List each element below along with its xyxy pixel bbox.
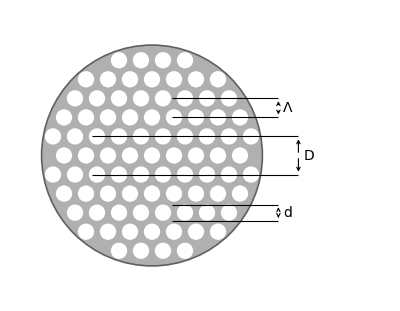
Circle shape [166, 224, 182, 240]
Circle shape [221, 205, 237, 221]
Circle shape [177, 243, 193, 259]
Circle shape [144, 224, 160, 240]
Circle shape [89, 90, 105, 106]
Text: Λ: Λ [283, 101, 293, 115]
Circle shape [89, 205, 105, 221]
Circle shape [199, 166, 215, 183]
Circle shape [232, 109, 248, 126]
Circle shape [155, 205, 171, 221]
Circle shape [199, 128, 215, 145]
Circle shape [133, 128, 149, 145]
Circle shape [166, 185, 182, 202]
Circle shape [45, 166, 61, 183]
Circle shape [210, 147, 226, 164]
Circle shape [221, 90, 237, 106]
Circle shape [144, 185, 160, 202]
Circle shape [100, 185, 116, 202]
Circle shape [221, 128, 237, 145]
Circle shape [188, 147, 204, 164]
Circle shape [199, 90, 215, 106]
Circle shape [111, 90, 127, 106]
Circle shape [111, 128, 127, 145]
Circle shape [100, 224, 116, 240]
Circle shape [243, 166, 259, 183]
Circle shape [133, 243, 149, 259]
Text: d: d [283, 206, 292, 220]
Circle shape [155, 128, 171, 145]
Circle shape [177, 166, 193, 183]
Circle shape [111, 205, 127, 221]
Circle shape [133, 90, 149, 106]
Circle shape [155, 166, 171, 183]
Circle shape [122, 147, 138, 164]
Circle shape [122, 71, 138, 87]
Circle shape [210, 224, 226, 240]
Circle shape [177, 52, 193, 68]
Circle shape [210, 71, 226, 87]
Circle shape [56, 147, 72, 164]
Circle shape [144, 109, 160, 126]
Circle shape [144, 147, 160, 164]
Circle shape [78, 109, 94, 126]
Circle shape [210, 185, 226, 202]
Circle shape [89, 166, 105, 183]
Circle shape [177, 205, 193, 221]
Circle shape [188, 109, 204, 126]
Circle shape [67, 205, 83, 221]
Circle shape [188, 224, 204, 240]
Circle shape [122, 109, 138, 126]
Circle shape [166, 147, 182, 164]
Circle shape [133, 166, 149, 183]
Circle shape [78, 185, 94, 202]
Circle shape [45, 128, 61, 145]
Circle shape [232, 147, 248, 164]
Circle shape [177, 90, 193, 106]
Circle shape [67, 90, 83, 106]
Circle shape [100, 147, 116, 164]
Circle shape [155, 52, 171, 68]
Circle shape [111, 166, 127, 183]
Circle shape [111, 52, 127, 68]
Circle shape [67, 166, 83, 183]
Circle shape [133, 52, 149, 68]
Circle shape [210, 109, 226, 126]
Circle shape [78, 224, 94, 240]
Circle shape [133, 205, 149, 221]
Circle shape [188, 71, 204, 87]
Circle shape [122, 224, 138, 240]
Circle shape [56, 185, 72, 202]
Circle shape [177, 128, 193, 145]
Circle shape [166, 71, 182, 87]
Circle shape [100, 109, 116, 126]
Circle shape [199, 205, 215, 221]
Circle shape [221, 166, 237, 183]
Circle shape [100, 71, 116, 87]
Circle shape [166, 109, 182, 126]
Circle shape [155, 90, 171, 106]
Circle shape [67, 128, 83, 145]
Circle shape [42, 45, 262, 266]
Circle shape [243, 128, 259, 145]
Circle shape [155, 243, 171, 259]
Circle shape [188, 185, 204, 202]
Circle shape [78, 71, 94, 87]
Circle shape [56, 109, 72, 126]
Circle shape [78, 147, 94, 164]
Circle shape [111, 243, 127, 259]
Text: D: D [303, 148, 314, 163]
Circle shape [89, 128, 105, 145]
Circle shape [144, 71, 160, 87]
Circle shape [122, 185, 138, 202]
Circle shape [232, 185, 248, 202]
